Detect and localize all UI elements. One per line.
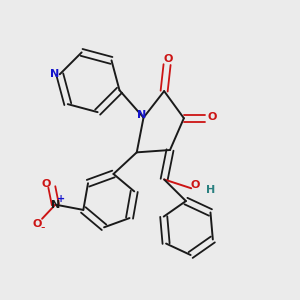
Text: O: O (32, 219, 41, 229)
Text: N: N (50, 69, 59, 79)
Text: H: H (206, 185, 215, 195)
Text: -: - (40, 221, 45, 234)
Text: O: O (41, 179, 51, 189)
Text: O: O (191, 180, 200, 190)
Text: O: O (164, 54, 173, 64)
Text: +: + (57, 194, 65, 204)
Text: N: N (51, 200, 60, 210)
Text: N: N (137, 110, 147, 120)
Text: O: O (207, 112, 217, 122)
